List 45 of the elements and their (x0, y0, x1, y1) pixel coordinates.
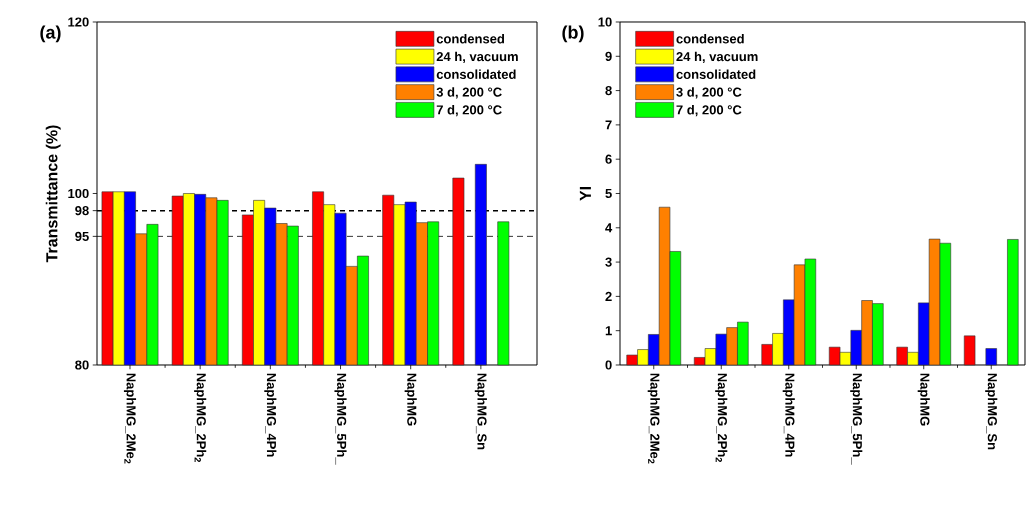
x-tick-label: NaphMG_2Me$_{2}$ (647, 373, 660, 464)
legend-label: 7 d, 200 °C (436, 104, 502, 117)
chart-title: (b) (562, 25, 584, 43)
y-tick-label: 95 (75, 231, 89, 241)
x-tick-label: NaphMG (404, 373, 417, 426)
legend-label: 3 d, 200 °C (676, 87, 742, 99)
x-tick-label: NaphMG (917, 373, 930, 426)
x-tick-label: NaphMG_Sn (985, 373, 998, 450)
legend-label: 3 d, 200 °C (436, 87, 502, 99)
y-tick-label: 10 (598, 17, 612, 27)
legend-label: consolidated (676, 69, 756, 79)
y-tick-label: 0 (605, 360, 612, 370)
y-tick-label: 4 (605, 223, 613, 233)
bar (1007, 239, 1019, 366)
y-tick-label: 80 (75, 360, 89, 370)
legend-label: consolidated (436, 69, 516, 79)
x-tick-label: NaphMG_Sn (474, 373, 487, 450)
y-tick-label: 120 (68, 17, 89, 27)
legend-label: 7 d, 200 °C (676, 104, 742, 117)
x-tick-label: NaphMG_4Ph (264, 373, 277, 457)
legend-label: condensed (676, 33, 744, 44)
bar (985, 348, 997, 366)
y-tick-label: 2 (605, 291, 612, 301)
y-tick-label: 100 (68, 188, 89, 199)
y-tick-label: 8 (605, 85, 612, 96)
legend-label: 24 h, vacuum (436, 51, 518, 64)
x-tick-label: NaphMG_2Ph$_{2}$ (715, 373, 728, 462)
x-tick-label: NaphMG_2Me$_{2}$ (123, 373, 137, 464)
chart-title: (a) (40, 25, 61, 43)
y-axis-title: Transmittance (%) (45, 125, 61, 263)
y-tick-label: 98 (75, 206, 89, 216)
bar (963, 335, 976, 366)
x-tick-label: NaphMG_5Ph_ (850, 373, 863, 465)
x-tick-label: NaphMG_4Ph (782, 373, 795, 457)
y-tick-label: 1 (605, 326, 612, 336)
y-tick-label: 9 (605, 51, 612, 61)
y-tick-label: 7 (605, 120, 612, 130)
x-tick-label: NaphMG_5Ph_ (334, 373, 347, 465)
legend-label: 24 h, vacuum (676, 51, 758, 64)
legend-label: condensed (436, 33, 505, 44)
y-tick-label: 5 (605, 188, 612, 199)
y-tick-label: 3 (605, 257, 612, 267)
y-tick-label: 6 (605, 154, 612, 164)
x-tick-label: NaphMG_2Ph$_{2}$ (194, 373, 207, 462)
y-axis-title: YI (579, 187, 591, 201)
